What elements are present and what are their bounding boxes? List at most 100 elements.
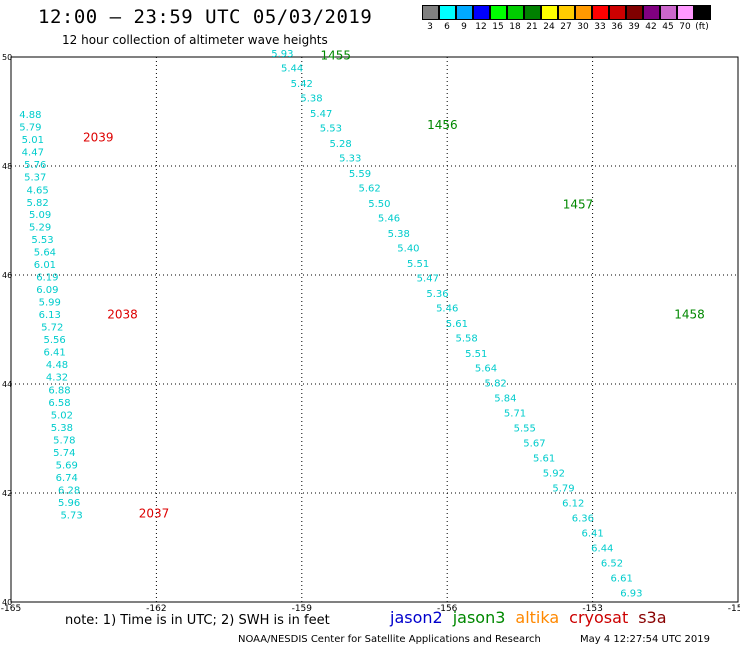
swh-value: 6.41	[43, 348, 65, 359]
swh-value: 5.47	[310, 109, 332, 120]
satellite-jason2: jason2	[390, 608, 443, 627]
swh-value: 5.92	[543, 469, 565, 480]
chart-title: 12:00 — 23:59 UTC 05/03/2019	[38, 6, 373, 28]
legend-label: 15	[492, 22, 504, 32]
legend-swatch	[643, 5, 660, 20]
swh-value: 5.01	[22, 135, 44, 146]
time-label: 1455	[320, 49, 351, 63]
legend-label: 21	[526, 22, 538, 32]
swh-value: 5.53	[320, 124, 342, 135]
swh-value: 5.42	[291, 79, 313, 90]
legend-swatch	[456, 5, 473, 20]
swh-value: 6.09	[36, 285, 58, 296]
swh-value: 5.56	[43, 335, 65, 346]
swh-value: 4.88	[19, 110, 41, 121]
swh-value: 5.69	[56, 460, 78, 471]
time-label: 1458	[674, 308, 705, 322]
y-tick-label: 44	[2, 380, 12, 389]
swh-value: 6.13	[39, 310, 61, 321]
swh-value: 5.67	[523, 439, 545, 450]
x-tick-label: -162	[146, 604, 166, 614]
swh-value: 6.19	[36, 272, 58, 283]
swh-value: 5.36	[426, 289, 448, 300]
legend-swatch	[575, 5, 592, 20]
swh-value: 4.48	[46, 360, 68, 371]
swh-value: 5.40	[397, 244, 419, 255]
legend-unit: (ft)	[695, 22, 709, 32]
swh-value: 6.44	[591, 543, 613, 554]
swh-value: 5.50	[368, 199, 390, 210]
y-tick-label: 48	[2, 162, 12, 171]
swh-value: 5.33	[339, 154, 361, 165]
swh-value: 5.82	[27, 198, 49, 209]
legend-swatch	[524, 5, 541, 20]
footer-note: note: 1) Time is in UTC; 2) SWH is in fe…	[65, 613, 330, 628]
satellite-s3a: s3a	[638, 608, 667, 627]
swh-value: 5.84	[494, 393, 516, 404]
swh-value: 5.28	[329, 139, 351, 150]
swh-value: 5.73	[60, 511, 82, 522]
swh-value: 5.29	[29, 222, 51, 233]
time-label: 2039	[83, 130, 114, 144]
swh-value: 4.47	[22, 148, 44, 159]
legend-label: 70	[679, 22, 691, 32]
chart-subtitle: 12 hour collection of altimeter wave hei…	[62, 33, 328, 47]
swh-value: 5.46	[436, 304, 458, 315]
swh-value: 5.38	[300, 94, 322, 105]
legend-label: 45	[662, 22, 674, 32]
legend-swatch	[592, 5, 609, 20]
swh-value: 5.99	[39, 298, 61, 309]
swh-value: 6.41	[581, 529, 603, 540]
swh-value: 5.53	[31, 235, 53, 246]
swh-value: 5.93	[271, 49, 293, 60]
legend-label: 24	[543, 22, 555, 32]
legend-swatch	[660, 5, 677, 20]
legend-label: 39	[628, 22, 640, 32]
credit-text: NOAA/NESDIS Center for Satellite Applica…	[238, 634, 541, 645]
swh-value: 5.96	[58, 498, 80, 509]
swh-value: 6.52	[601, 559, 623, 570]
time-label: 1457	[563, 198, 594, 212]
credit-timestamp: May 4 12:27:54 UTC 2019	[580, 634, 710, 645]
swh-value: 5.37	[24, 173, 46, 184]
legend-swatch	[694, 5, 711, 20]
swh-value: 5.61	[533, 453, 555, 464]
swh-value: 5.61	[446, 319, 468, 330]
swh-value: 4.65	[27, 185, 49, 196]
swh-value: 5.79	[552, 483, 574, 494]
swh-value: 5.59	[349, 169, 371, 180]
swh-value: 5.64	[34, 247, 56, 258]
x-tick-label: -159	[292, 604, 313, 614]
swh-value: 5.82	[485, 379, 507, 390]
swh-value: 5.38	[51, 423, 73, 434]
x-tick-label: -150	[728, 604, 740, 614]
x-tick-label: -165	[1, 604, 21, 614]
time-label: 2037	[139, 507, 170, 521]
time-label: 1456	[427, 118, 458, 132]
legend-swatch	[439, 5, 456, 20]
legend-swatch	[422, 5, 439, 20]
time-label: 2038	[107, 308, 138, 322]
swh-value: 4.32	[46, 373, 68, 384]
swh-value: 5.46	[378, 214, 400, 225]
legend-label: 27	[560, 22, 572, 32]
swh-value: 5.58	[455, 333, 477, 344]
swh-value: 5.62	[359, 184, 381, 195]
y-tick-label: 40	[2, 598, 12, 607]
satellite-legend: jason2 jason3 altika cryosat s3a	[390, 608, 677, 627]
legend-label: 12	[475, 22, 487, 32]
legend-label: 30	[577, 22, 589, 32]
swh-value: 6.28	[58, 486, 80, 497]
legend-label: 6	[444, 22, 450, 32]
swh-value: 6.74	[56, 473, 78, 484]
swh-value: 5.09	[29, 210, 51, 221]
swh-value: 6.36	[572, 513, 594, 524]
swh-value: 6.93	[620, 589, 642, 600]
satellite-cryosat: cryosat	[569, 608, 629, 627]
legend-swatch	[558, 5, 575, 20]
y-tick-label: 42	[2, 489, 12, 498]
legend-swatch	[609, 5, 626, 20]
swh-value: 5.74	[53, 448, 75, 459]
swh-value: 5.79	[19, 123, 41, 134]
legend-swatch	[626, 5, 643, 20]
